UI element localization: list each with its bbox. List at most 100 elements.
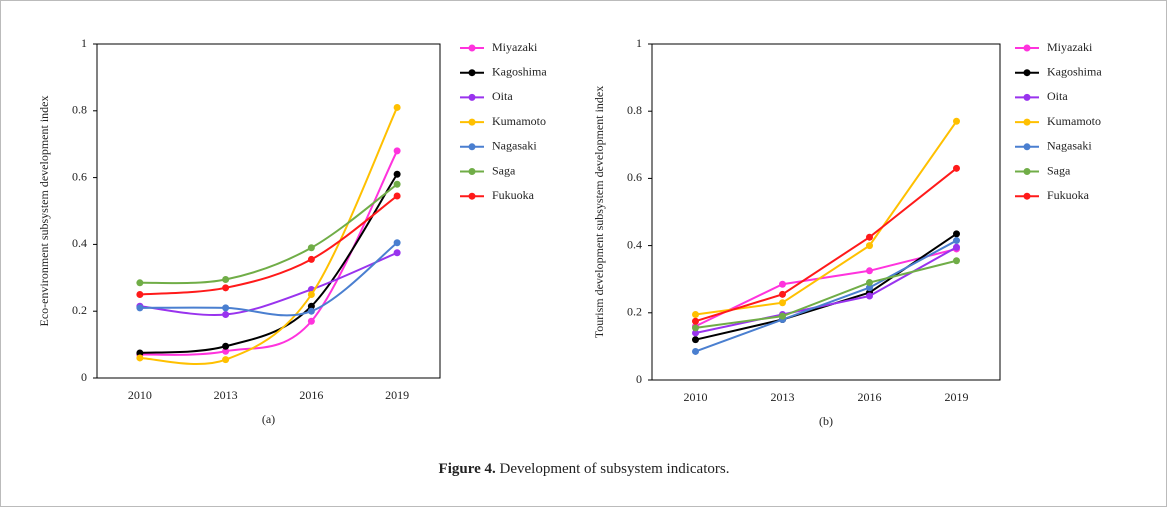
legend-label: Kagoshima [1047,64,1102,78]
data-point [136,304,144,312]
x-tick-label: 2016 [858,390,882,404]
legend-marker [468,44,476,52]
data-point [866,279,873,287]
legend-label: Oita [492,89,513,103]
data-point [393,170,401,178]
series-line [139,241,398,317]
series-line [139,251,398,317]
legend-marker [1023,192,1031,200]
y-tick-label: 0.8 [627,103,642,117]
data-point [222,347,230,355]
data-point [953,257,960,265]
data-point [953,117,960,125]
x-tick-label: 2016 [299,388,323,402]
data-point [307,244,315,252]
subplot-label: (a) [262,412,275,426]
data-point [222,304,230,312]
series-line [695,259,957,329]
legend-label: Kumamoto [492,114,546,128]
data-point [779,290,786,298]
y-tick-label: 0.2 [627,305,642,319]
data-point [779,280,786,288]
data-point [307,302,315,310]
legend-marker [1023,69,1031,77]
legend-label: Miyazaki [1047,40,1093,54]
data-point [692,347,699,355]
plot-frame [651,43,1001,381]
data-point [222,356,230,364]
data-point [222,284,230,292]
legend-marker [1023,143,1031,151]
x-tick-label: 2013 [771,390,795,404]
legend-label: Fukuoka [492,188,535,202]
legend-marker [468,93,476,101]
legend-label: Fukuoka [1047,188,1090,202]
x-tick-label: 2010 [684,390,708,404]
y-axis-label: Eco-environment subsystem development in… [37,96,51,327]
data-point [953,230,960,238]
data-point [779,299,786,307]
y-tick-label: 0.2 [72,303,87,317]
legend-marker [468,69,476,77]
data-point [866,233,873,241]
legend-label: Miyazaki [492,40,538,54]
legend-marker [468,118,476,126]
x-tick-label: 2019 [385,388,409,402]
data-point [866,267,873,275]
data-point [393,103,401,111]
legend-marker [468,143,476,151]
data-point [692,336,699,344]
data-point [136,349,144,357]
data-point [136,279,144,287]
legend-marker [1023,168,1031,175]
legend-marker [1023,118,1031,126]
data-point [393,249,401,257]
x-tick-label: 2010 [128,388,152,402]
data-point [307,307,315,315]
legend-marker [468,168,476,175]
data-point [307,317,315,325]
series-line [139,107,399,365]
series-line [139,150,399,356]
data-point [222,311,230,319]
data-point [136,291,144,298]
data-point [692,310,699,318]
x-tick-label: 2013 [214,388,238,402]
y-tick-label: 1 [636,36,642,50]
y-tick-label: 0 [81,370,87,384]
legend-label: Oita [1047,89,1068,103]
data-point [866,284,873,292]
legend-label: Nagasaki [492,139,537,153]
subplot-label: (b) [819,414,833,428]
x-tick-label: 2019 [945,390,969,404]
y-tick-label: 0.6 [72,169,87,183]
legend-label: Saga [492,163,516,177]
data-point [953,164,960,172]
y-axis-label: Tourism development subsystem developmen… [592,86,606,338]
data-point [779,312,786,320]
data-point [692,324,699,332]
legend-label: Kagoshima [492,64,547,78]
legend-marker [468,192,476,200]
y-tick-label: 0.4 [72,236,87,250]
series-line [139,195,398,296]
series-line [695,239,957,353]
legend-marker [1023,44,1031,52]
data-point [393,180,401,188]
y-tick-label: 0 [636,372,642,386]
data-point [222,275,230,283]
data-point [953,243,960,251]
y-tick-label: 0.4 [627,237,642,251]
data-point [307,291,315,298]
data-point [393,239,401,247]
legend-marker [1023,93,1031,101]
series-line [695,247,957,328]
caption-text: Development of subsystem indicators. [500,461,730,477]
caption-label: Figure 4. [439,461,496,477]
series-line [695,120,958,316]
plot-frame [96,43,441,379]
data-point [692,329,699,337]
